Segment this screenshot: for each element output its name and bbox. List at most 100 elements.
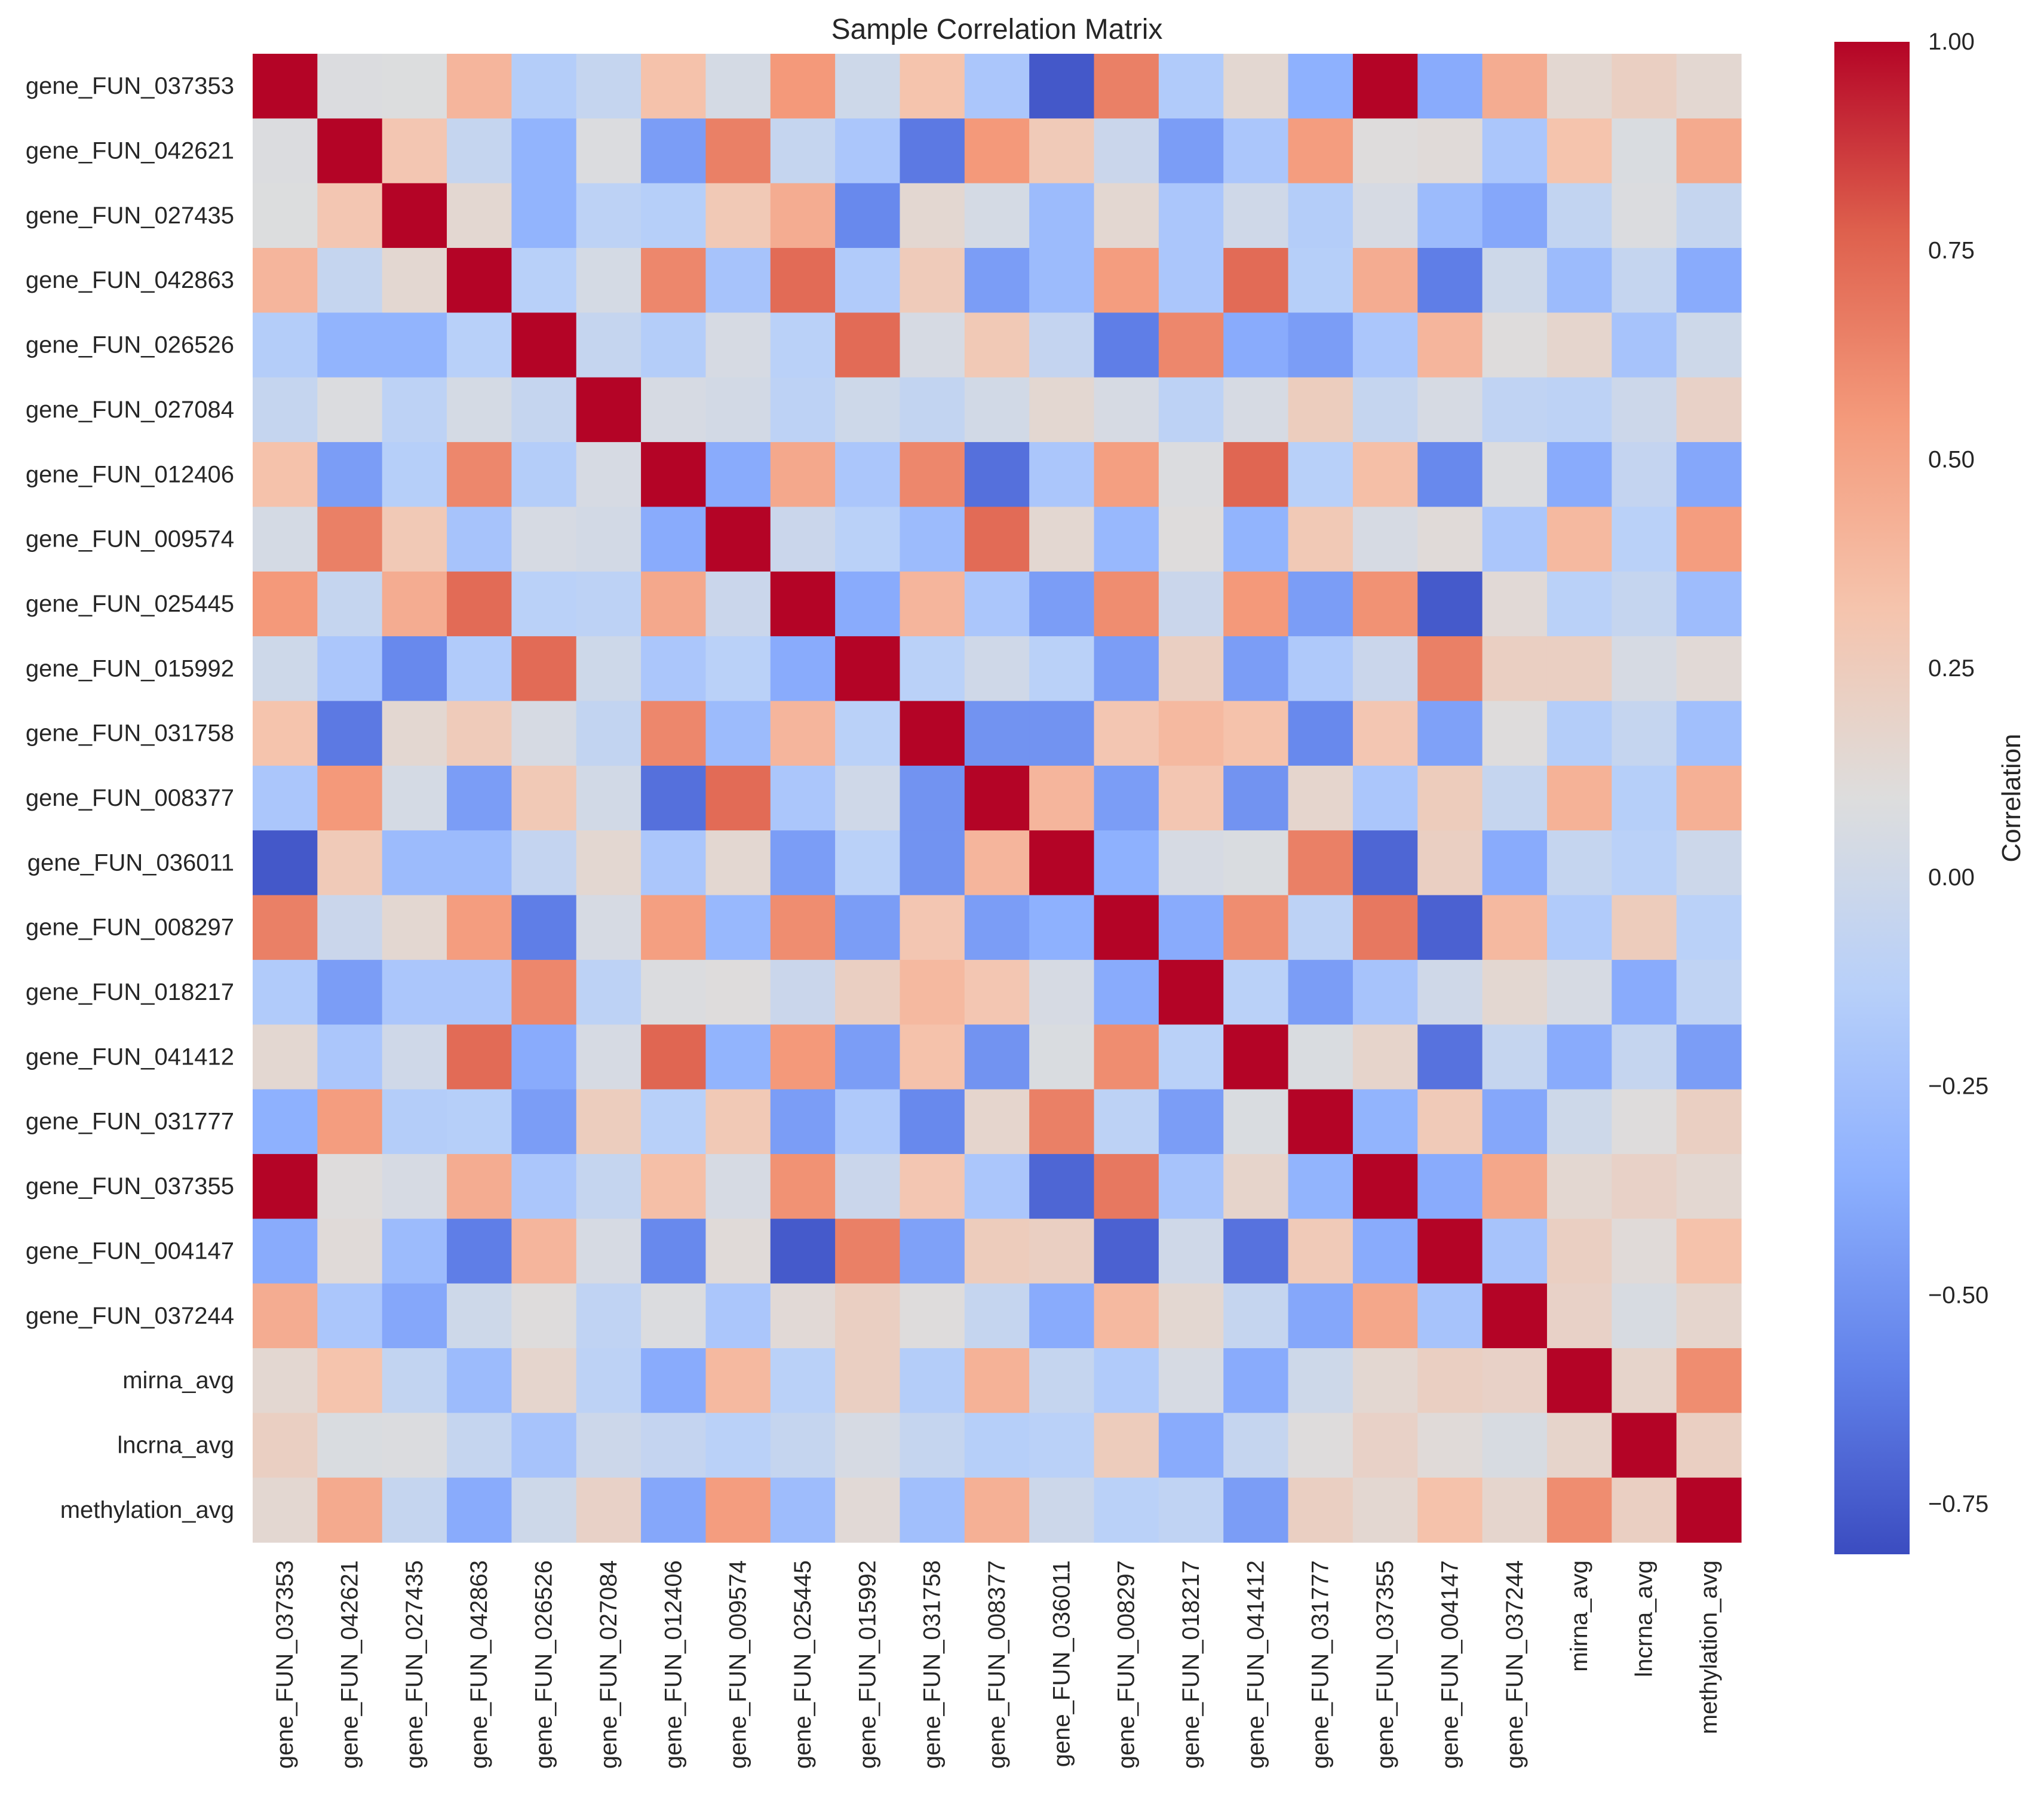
heatmap-cell: [253, 1283, 318, 1349]
x-tick-label: gene_FUN_042621: [337, 1560, 363, 1769]
heatmap-cell: [835, 895, 901, 961]
heatmap-cell: [1482, 1153, 1548, 1219]
heatmap-cell: [1546, 183, 1612, 248]
heatmap-cell: [1094, 1413, 1159, 1478]
heatmap-cell: [1482, 507, 1548, 572]
heatmap-cell: [382, 1283, 447, 1349]
heatmap-cell: [835, 248, 901, 313]
heatmap-cell: [1352, 442, 1418, 508]
heatmap-cell: [1288, 830, 1354, 896]
heatmap-cell: [1029, 701, 1095, 766]
heatmap-cell: [382, 1089, 447, 1155]
y-tick-label: gene_FUN_012406: [26, 461, 234, 487]
heatmap-cell: [1612, 507, 1677, 572]
heatmap-cell: [447, 1219, 512, 1284]
heatmap-cell: [1546, 765, 1612, 831]
y-tick-label: gene_FUN_041412: [26, 1044, 234, 1070]
colorbar-tick-label: 0.00: [1928, 864, 1975, 891]
heatmap-cell: [900, 312, 965, 378]
heatmap-cell: [641, 830, 707, 896]
heatmap-cell: [1352, 959, 1418, 1025]
heatmap-cell: [1223, 442, 1289, 508]
heatmap-cell: [705, 442, 771, 508]
heatmap-cell: [1029, 248, 1095, 313]
heatmap-cell: [705, 1219, 771, 1284]
heatmap-cell: [964, 507, 1030, 572]
heatmap-cell: [964, 1348, 1030, 1413]
heatmap-cell: [511, 1348, 577, 1413]
heatmap-cell: [770, 1283, 836, 1349]
heatmap-cell: [964, 636, 1030, 702]
heatmap-cell: [1288, 507, 1354, 572]
heatmap-cell: [1612, 701, 1677, 766]
colorbar-tick-label: 0.25: [1928, 655, 1975, 682]
heatmap-cell: [900, 54, 965, 119]
heatmap-cell: [1612, 1283, 1677, 1349]
heatmap-cell: [253, 1024, 318, 1090]
heatmap-cell: [1094, 1219, 1159, 1284]
heatmap-cell: [1546, 507, 1612, 572]
heatmap-cell: [447, 248, 512, 313]
heatmap-cell: [835, 1024, 901, 1090]
heatmap-cell: [964, 312, 1030, 378]
heatmap-cell: [317, 765, 383, 831]
heatmap-cell: [1094, 248, 1159, 313]
heatmap-cell: [382, 248, 447, 313]
heatmap-cell: [964, 1024, 1030, 1090]
heatmap-cell: [1417, 118, 1483, 184]
heatmap-cell: [1158, 1413, 1224, 1478]
heatmap-cell: [1352, 1413, 1418, 1478]
heatmap-cell: [1288, 1348, 1354, 1413]
heatmap-cell: [1352, 1283, 1418, 1349]
heatmap-cell: [1288, 959, 1354, 1025]
heatmap-cell: [1546, 830, 1612, 896]
heatmap-cell: [447, 312, 512, 378]
heatmap-cell: [1676, 959, 1742, 1025]
heatmap-cell: [1417, 54, 1483, 119]
y-tick-label: mirna_avg: [122, 1367, 234, 1394]
heatmap-cell: [576, 830, 642, 896]
heatmap-cell: [1223, 248, 1289, 313]
heatmap-cell: [253, 118, 318, 184]
heatmap-cell: [1352, 118, 1418, 184]
heatmap-cell: [511, 895, 577, 961]
heatmap-cell: [1352, 507, 1418, 572]
heatmap-cell: [253, 1089, 318, 1155]
y-tick-label: methylation_avg: [60, 1497, 234, 1523]
heatmap-cell: [770, 1089, 836, 1155]
colorbar: 1.00 0.75 0.50 0.25 0.00 −0.25 −0.50 −0.75 Corr…: [1834, 29, 2026, 1554]
x-tick-label: gene_FUN_037355: [1372, 1560, 1398, 1769]
x-tick-label: lncrna_avg: [1631, 1560, 1657, 1677]
heatmap-cell: [900, 571, 965, 637]
heatmap-cell: [1676, 765, 1742, 831]
heatmap-cell: [900, 701, 965, 766]
heatmap-cell: [705, 1348, 771, 1413]
heatmap-cell: [317, 701, 383, 766]
heatmap-cell: [900, 1089, 965, 1155]
heatmap-cell: [1612, 1413, 1677, 1478]
heatmap-cell: [641, 571, 707, 637]
heatmap-cell: [1158, 830, 1224, 896]
heatmap-cell: [1029, 1413, 1095, 1478]
heatmap-cell: [1288, 765, 1354, 831]
x-tick-label: gene_FUN_008297: [1113, 1560, 1140, 1769]
heatmap-cell: [1417, 895, 1483, 961]
heatmap-cell: [1158, 312, 1224, 378]
colorbar-tick-label: 1.00: [1928, 29, 1975, 55]
heatmap-cell: [576, 312, 642, 378]
heatmap-cell: [447, 1089, 512, 1155]
heatmap-cell: [1094, 830, 1159, 896]
heatmap-cell: [1029, 1153, 1095, 1219]
heatmap-cell: [705, 959, 771, 1025]
heatmap-cell: [447, 701, 512, 766]
heatmap-cell: [576, 1413, 642, 1478]
heatmap-cell: [835, 507, 901, 572]
heatmap-cell: [1223, 701, 1289, 766]
heatmap-cell: [770, 54, 836, 119]
heatmap-cell: [641, 1219, 707, 1284]
heatmap-cell: [576, 248, 642, 313]
heatmap-cell: [1482, 1089, 1548, 1155]
heatmap-cell: [1546, 248, 1612, 313]
heatmap-cell: [317, 1348, 383, 1413]
heatmap-cell: [576, 1477, 642, 1543]
